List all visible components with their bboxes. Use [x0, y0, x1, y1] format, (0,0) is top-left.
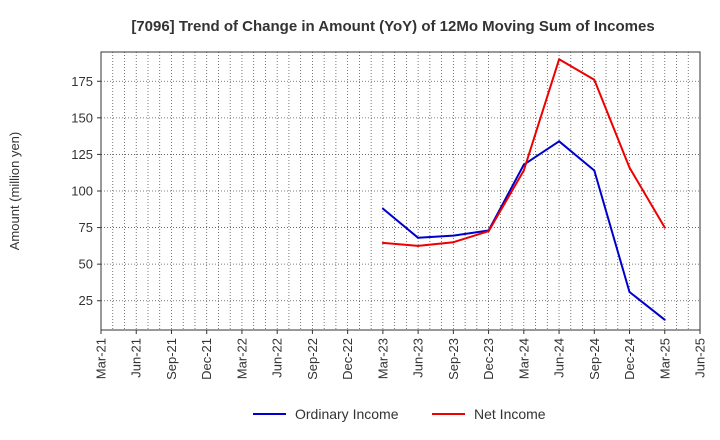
x-tick-label: Mar-23 [375, 338, 390, 379]
y-tick-label: 50 [79, 257, 93, 272]
data-point-ordinary-income [417, 236, 420, 239]
y-tick-label: 125 [71, 147, 93, 162]
data-point-ordinary-income [558, 140, 561, 143]
x-tick-label: Mar-25 [657, 338, 672, 379]
y-tick-label: 75 [79, 220, 93, 235]
plot-area-border [100, 51, 701, 331]
y-tick-label: 25 [79, 293, 93, 308]
data-point-ordinary-income [381, 207, 384, 210]
data-point-net-income [558, 58, 561, 61]
data-point-net-income [417, 244, 420, 247]
data-point-ordinary-income [593, 169, 596, 172]
grid-lines [101, 52, 700, 330]
legend-label-ordinary-income: Ordinary Income [295, 406, 399, 422]
data-point-net-income [593, 78, 596, 81]
y-axis-ticks: 25 50 75 100 125 150 175 [71, 74, 101, 308]
data-point-ordinary-income [522, 163, 525, 166]
x-tick-label: Dec-23 [481, 338, 496, 380]
series-lines [381, 58, 666, 321]
x-tick-label: Sep-24 [587, 338, 602, 380]
plot-frame [100, 51, 701, 331]
x-tick-label: Jun-23 [411, 338, 426, 378]
x-tick-label: Jun-25 [693, 338, 708, 378]
data-point-net-income [487, 230, 490, 233]
x-tick-label: Jun-24 [552, 338, 567, 378]
data-point-ordinary-income [628, 290, 631, 293]
x-tick-label: Dec-22 [340, 338, 355, 380]
x-tick-label: Sep-23 [446, 338, 461, 380]
x-tick-label: Mar-21 [94, 338, 109, 379]
x-tick-label: Dec-24 [622, 338, 637, 380]
x-tick-label: Jun-22 [270, 338, 285, 378]
y-tick-label: 150 [71, 110, 93, 125]
data-point-net-income [663, 226, 666, 229]
data-point-net-income [381, 241, 384, 244]
x-tick-label: Sep-22 [305, 338, 320, 380]
data-point-net-income [522, 169, 525, 172]
data-point-ordinary-income [452, 234, 455, 237]
x-axis-ticks: Mar-21 Jun-21 Sep-21 Dec-21 Mar-22 Jun-22 Sep-… [94, 330, 708, 380]
x-tick-label: Jun-21 [129, 338, 144, 378]
y-tick-label: 175 [71, 74, 93, 89]
x-tick-label: Dec-21 [199, 338, 214, 380]
y-axis-label: Amount (million yen) [7, 132, 22, 251]
chart-title: [7096] Trend of Change in Amount (YoY) o… [131, 18, 654, 35]
x-tick-label: Mar-22 [234, 338, 249, 379]
legend: Ordinary Income Net Income [253, 406, 546, 422]
data-point-net-income [628, 166, 631, 169]
x-tick-label: Sep-21 [164, 338, 179, 380]
data-point-ordinary-income [663, 318, 666, 321]
legend-label-net-income: Net Income [474, 406, 546, 422]
x-tick-label: Mar-24 [516, 338, 531, 379]
data-point-net-income [452, 241, 455, 244]
y-tick-label: 100 [71, 184, 93, 199]
